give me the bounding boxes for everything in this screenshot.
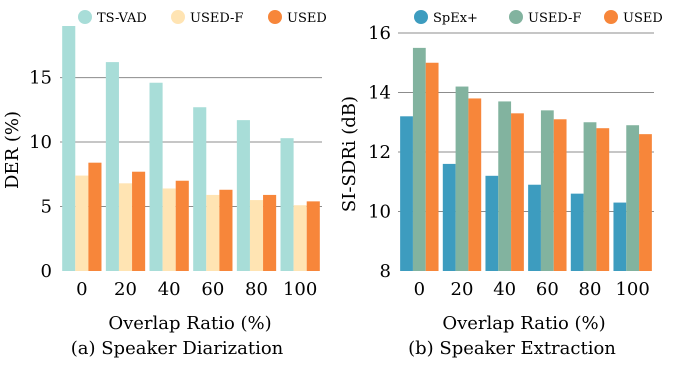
right-bar-used-f-80 <box>583 122 597 271</box>
right-bar-used-f-100 <box>626 125 640 271</box>
left-bar-used-60 <box>219 189 233 271</box>
left-bar-ts-vad-100 <box>280 138 294 271</box>
left-y-axis-label: DER (%) <box>2 111 23 189</box>
left-x-tick-label: 60 <box>201 279 224 300</box>
left-legend-label-used: USED <box>287 11 327 26</box>
left-y-tick-label: 10 <box>29 132 52 153</box>
left-bar-used-80 <box>263 194 277 271</box>
left-y-tick-label: 15 <box>29 68 52 89</box>
left-x-tick-label: 20 <box>114 279 137 300</box>
right-bar-used-20 <box>468 98 482 271</box>
right-bar-spex--100 <box>613 202 627 271</box>
right-bar-used-0 <box>425 62 439 271</box>
left-x-tick-label: 40 <box>158 279 181 300</box>
right-y-tick-label: 14 <box>368 83 391 104</box>
left-chart-caption: (a) Speaker Diarization <box>70 338 284 359</box>
left-bar-used-0 <box>88 162 102 271</box>
left-x-tick-label: 0 <box>76 279 87 300</box>
left-bar-ts-vad-60 <box>193 107 207 271</box>
left-bar-used-f-40 <box>162 188 176 271</box>
right-x-tick-label: 80 <box>579 279 602 300</box>
left-bar-ts-vad-0 <box>62 26 76 271</box>
left-legend-label-tsvad: TS-VAD <box>97 11 147 26</box>
right-bar-used-f-40 <box>498 101 512 271</box>
left-bar-ts-vad-20 <box>105 62 119 272</box>
right-y-axis-label: SI-SDRi (dB) <box>339 96 360 212</box>
right-legend-marker-used <box>604 10 618 24</box>
left-chart-panel: 0 5 10 15 DER (%) 0 20 40 60 80 100 TS-VAD USED-F USE… <box>2 10 327 300</box>
left-legend-marker-usedf <box>171 10 185 24</box>
right-bar-used-60 <box>553 119 567 272</box>
right-bar-spex--0 <box>400 116 413 271</box>
left-y-tick-label: 0 <box>41 261 52 282</box>
left-x-tick-label: 80 <box>245 279 268 300</box>
right-bar-used-40 <box>511 113 524 271</box>
left-bar-ts-vad-80 <box>236 120 250 271</box>
right-x-tick-label: 0 <box>414 279 425 300</box>
right-x-tick-label: 20 <box>451 279 474 300</box>
right-bar-spex--40 <box>485 175 499 271</box>
left-bar-used-100 <box>306 201 320 271</box>
right-legend-label-spex: SpEx+ <box>433 11 478 26</box>
right-x-tick-label: 100 <box>615 279 649 300</box>
right-bar-used-80 <box>596 128 610 271</box>
left-legend-marker-tsvad <box>78 10 92 24</box>
right-bar-spex--80 <box>570 193 584 271</box>
left-legend-marker-used <box>268 10 282 24</box>
left-bar-used-f-60 <box>206 194 220 271</box>
right-legend-marker-usedf <box>509 10 523 24</box>
left-bar-used-f-0 <box>75 175 89 271</box>
right-y-tick-label: 16 <box>368 23 391 44</box>
right-bar-used-f-0 <box>412 47 426 271</box>
right-bar-spex--20 <box>442 163 456 271</box>
right-legend-label-used: USED <box>623 11 663 26</box>
left-bar-used-f-100 <box>293 205 307 271</box>
right-y-tick-label: 8 <box>380 261 391 282</box>
left-bar-used-20 <box>132 171 146 271</box>
right-bar-spex--60 <box>528 184 541 271</box>
right-bar-used-100 <box>639 134 652 271</box>
right-x-tick-label: 60 <box>536 279 559 300</box>
right-y-tick-label: 12 <box>368 142 391 163</box>
right-x-tick-label: 40 <box>493 279 516 300</box>
right-y-tick-label: 10 <box>368 202 391 223</box>
right-legend-marker-spex <box>414 10 428 24</box>
left-bar-used-f-80 <box>249 200 264 271</box>
right-bar-used-f-20 <box>455 86 469 271</box>
right-chart-caption: (b) Speaker Extraction <box>408 338 616 359</box>
left-x-tick-label: 100 <box>283 279 317 300</box>
right-x-axis-label: Overlap Ratio (%) <box>442 313 606 334</box>
left-bar-ts-vad-40 <box>149 82 163 271</box>
left-y-tick-label: 5 <box>41 197 52 218</box>
left-bar-used-f-20 <box>118 183 133 271</box>
left-x-axis-label: Overlap Ratio (%) <box>108 313 272 334</box>
right-bar-used-f-60 <box>540 110 554 271</box>
right-chart-panel: 8 10 12 14 16 SI-SDRi (dB) 0 20 40 60 80 100 SpEx+ US… <box>339 10 663 300</box>
left-bar-used-40 <box>175 180 189 271</box>
left-legend-label-usedf: USED-F <box>190 11 243 26</box>
right-legend-label-usedf: USED-F <box>528 11 581 26</box>
